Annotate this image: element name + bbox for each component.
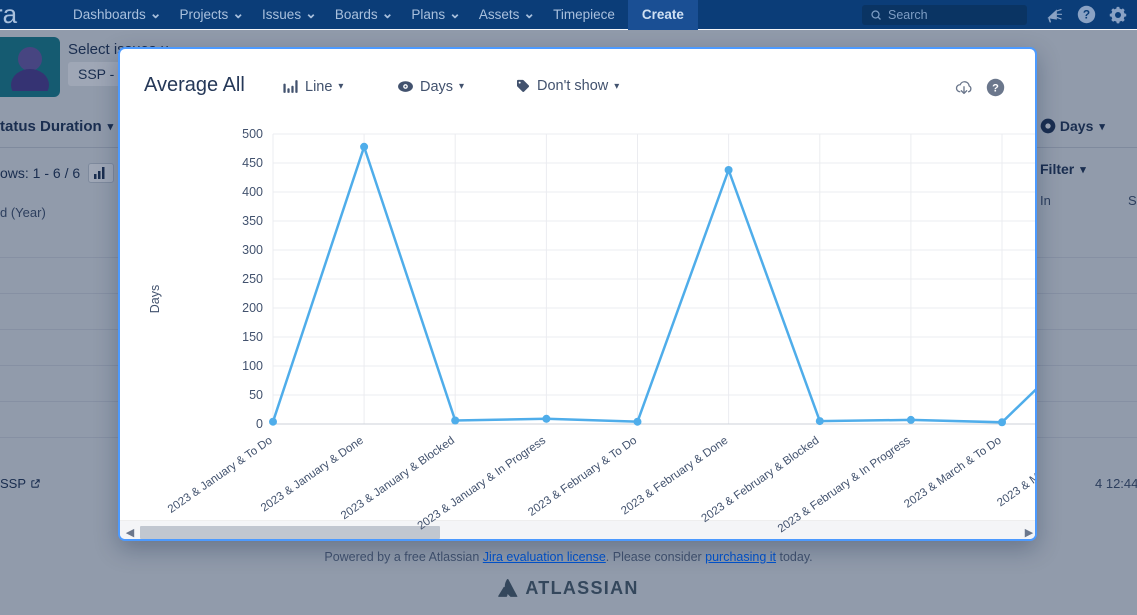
svg-text:350: 350 (242, 214, 263, 228)
svg-text:250: 250 (242, 272, 263, 286)
svg-text:400: 400 (242, 185, 263, 199)
svg-text:0: 0 (256, 417, 263, 431)
svg-text:300: 300 (242, 243, 263, 257)
svg-text:100: 100 (242, 359, 263, 373)
svg-text:150: 150 (242, 330, 263, 344)
svg-text:?: ? (992, 82, 999, 94)
svg-text:450: 450 (242, 156, 263, 170)
svg-text:200: 200 (242, 301, 263, 315)
svg-text:50: 50 (249, 388, 263, 402)
svg-text:?: ? (1082, 8, 1089, 22)
svg-text:2023 & March & To Do: 2023 & March & To Do (902, 435, 1003, 511)
svg-text:500: 500 (242, 127, 263, 141)
svg-text:2023 & January & Done: 2023 & January & Done (259, 435, 366, 515)
svg-text:2023 & January & To Do: 2023 & January & To Do (166, 435, 275, 516)
